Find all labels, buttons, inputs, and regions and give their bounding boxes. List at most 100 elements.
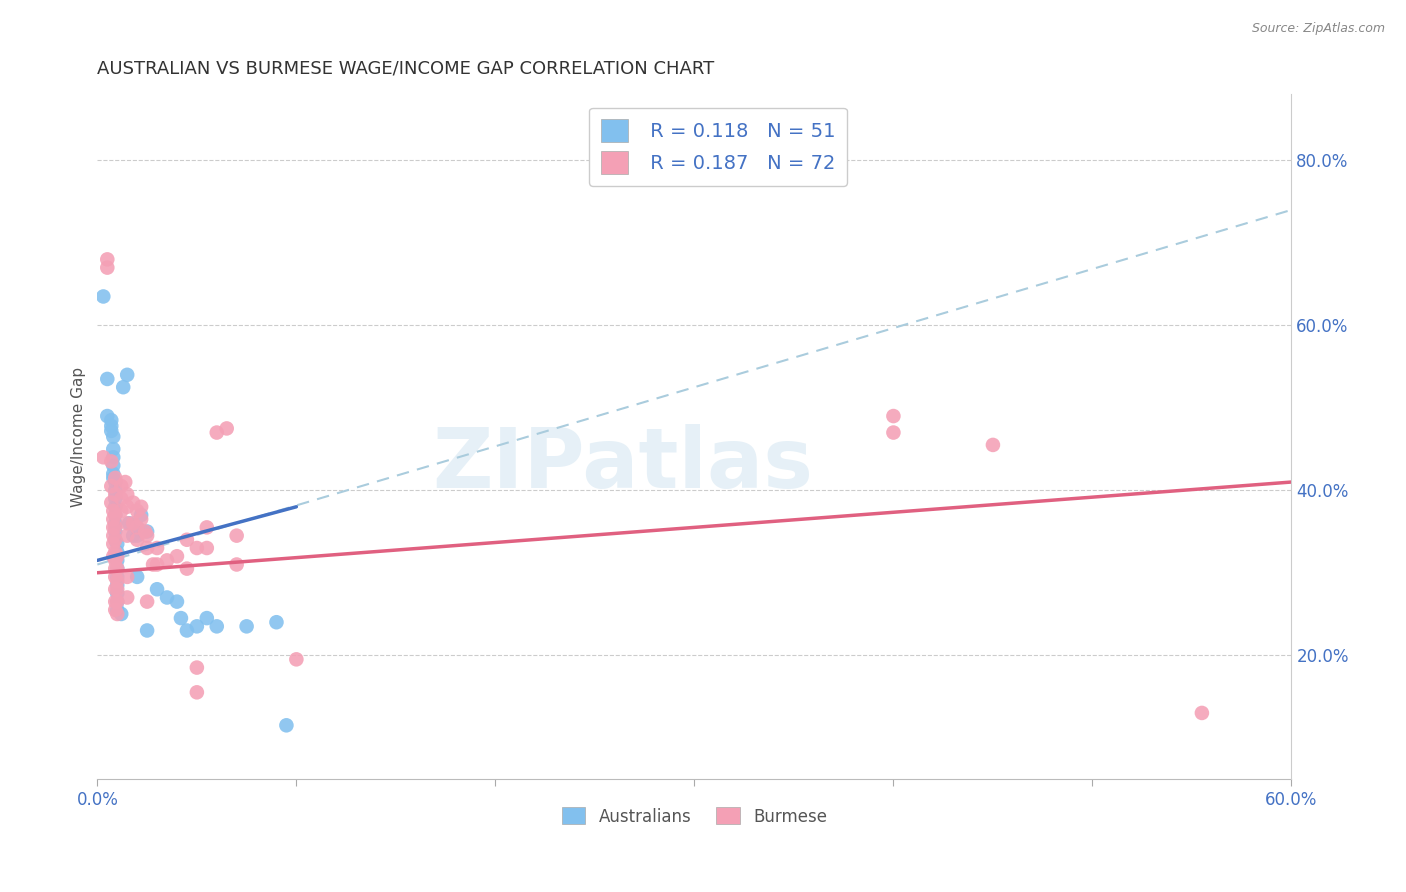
Point xyxy=(146,582,169,597)
Point xyxy=(114,475,136,489)
Point xyxy=(103,442,125,456)
Point xyxy=(104,561,127,575)
Point xyxy=(105,594,128,608)
Point xyxy=(156,591,179,605)
Point xyxy=(105,607,128,621)
Point xyxy=(127,570,149,584)
Point xyxy=(105,545,128,559)
Point xyxy=(105,570,128,584)
Point xyxy=(136,524,159,539)
Point xyxy=(115,591,138,605)
Point xyxy=(142,558,165,572)
Point xyxy=(285,652,308,666)
Point xyxy=(104,471,127,485)
Point xyxy=(104,603,127,617)
Point xyxy=(882,425,904,440)
Point xyxy=(266,615,288,630)
Point xyxy=(122,496,145,510)
Point xyxy=(96,260,118,275)
Point xyxy=(104,475,127,489)
Point xyxy=(103,520,125,534)
Point xyxy=(136,594,159,608)
Point xyxy=(115,528,138,542)
Point xyxy=(176,533,198,547)
Point xyxy=(110,607,132,621)
Point xyxy=(105,586,128,600)
Point xyxy=(110,491,132,506)
Point xyxy=(215,421,238,435)
Point xyxy=(104,500,127,514)
Point xyxy=(104,533,127,547)
Point xyxy=(115,500,138,514)
Point xyxy=(104,582,127,597)
Point xyxy=(104,508,127,522)
Point xyxy=(105,561,128,575)
Point xyxy=(104,516,127,531)
Point xyxy=(104,520,127,534)
Point xyxy=(115,516,138,531)
Point xyxy=(981,438,1004,452)
Point xyxy=(225,558,247,572)
Point xyxy=(136,541,159,555)
Point xyxy=(146,541,169,555)
Point xyxy=(103,430,125,444)
Point xyxy=(104,524,127,539)
Point xyxy=(146,558,169,572)
Point xyxy=(205,425,228,440)
Point xyxy=(115,368,138,382)
Point xyxy=(104,483,127,498)
Point xyxy=(105,561,128,575)
Point xyxy=(195,541,218,555)
Point xyxy=(176,561,198,575)
Point xyxy=(225,528,247,542)
Point xyxy=(103,504,125,518)
Point xyxy=(122,528,145,542)
Point xyxy=(186,660,208,674)
Point xyxy=(276,718,298,732)
Point xyxy=(100,496,122,510)
Point xyxy=(104,491,127,506)
Point xyxy=(127,528,149,542)
Point xyxy=(195,520,218,534)
Point xyxy=(105,549,128,564)
Point xyxy=(118,516,141,531)
Point xyxy=(103,471,125,485)
Point xyxy=(882,409,904,423)
Point xyxy=(129,508,152,522)
Text: AUSTRALIAN VS BURMESE WAGE/INCOME GAP CORRELATION CHART: AUSTRALIAN VS BURMESE WAGE/INCOME GAP CO… xyxy=(97,60,714,78)
Point xyxy=(129,512,152,526)
Point xyxy=(103,512,125,526)
Point xyxy=(103,450,125,465)
Point xyxy=(195,611,218,625)
Point xyxy=(136,528,159,542)
Point xyxy=(186,619,208,633)
Text: ZIPatlas: ZIPatlas xyxy=(432,424,813,505)
Point xyxy=(103,537,125,551)
Point xyxy=(105,603,128,617)
Point xyxy=(105,553,128,567)
Point xyxy=(110,479,132,493)
Point xyxy=(127,520,149,534)
Point xyxy=(205,619,228,633)
Point xyxy=(104,487,127,501)
Point xyxy=(105,578,128,592)
Legend: Australians, Burmese: Australians, Burmese xyxy=(555,801,834,832)
Point xyxy=(166,594,188,608)
Point xyxy=(103,528,125,542)
Point xyxy=(103,467,125,481)
Point xyxy=(100,424,122,438)
Point xyxy=(112,380,135,394)
Point xyxy=(104,508,127,522)
Point xyxy=(105,537,128,551)
Point xyxy=(100,479,122,493)
Point xyxy=(115,487,138,501)
Point xyxy=(104,553,127,567)
Point xyxy=(166,549,188,564)
Y-axis label: Wage/Income Gap: Wage/Income Gap xyxy=(72,367,86,507)
Point xyxy=(105,594,128,608)
Point xyxy=(122,516,145,531)
Point xyxy=(104,594,127,608)
Text: Source: ZipAtlas.com: Source: ZipAtlas.com xyxy=(1251,22,1385,36)
Point xyxy=(103,549,125,564)
Point xyxy=(127,533,149,547)
